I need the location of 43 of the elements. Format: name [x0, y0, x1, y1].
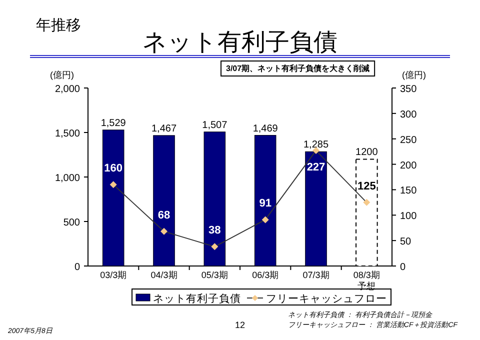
data-label: 1,469: [252, 123, 278, 134]
y-tick-label: 500: [63, 218, 80, 228]
x-tick-label: 07/3期: [302, 270, 330, 281]
chart-subtitle: 年推移: [36, 17, 81, 34]
point: [363, 198, 370, 206]
point: [160, 228, 168, 235]
y-tick-label: 2,000: [54, 84, 80, 95]
data-label: 1,507: [202, 120, 228, 131]
point: [110, 181, 117, 188]
y2-tick-label: 300: [400, 109, 418, 120]
y2-tick-label: 150: [400, 186, 418, 197]
y2-tick-label: 350: [400, 84, 418, 95]
y-tick-label: 0: [74, 262, 80, 273]
legend-label: ネット有利子負債: [153, 292, 241, 305]
data-label: 38: [208, 224, 221, 237]
point: [262, 216, 269, 224]
point: [211, 243, 218, 250]
x-tick-label: 06/3期: [251, 270, 280, 281]
y2-tick-label: 100: [400, 211, 418, 222]
chart-title: ネット有利子負債: [142, 29, 338, 56]
data-label: 68: [158, 209, 170, 222]
x-tick-label: 04/3期: [150, 270, 178, 281]
data-label: 160: [104, 162, 123, 175]
y-axis-title: (億円): [50, 70, 74, 80]
data-label: 1200: [356, 147, 378, 158]
x-tick-label: 03/3期: [99, 270, 128, 281]
data-label: 1,467: [151, 123, 177, 134]
y-tick-label: 1,000: [54, 173, 80, 184]
y2-tick-label: 200: [400, 160, 418, 172]
y-tick-label: 1,500: [54, 128, 80, 140]
data-label: 227: [306, 162, 326, 174]
y2-tick-label: 250: [400, 134, 418, 146]
data-label: 91: [259, 198, 272, 210]
y2-tick-label: 50: [400, 236, 412, 248]
x-tick-label: 05/3期: [200, 270, 229, 281]
text: 12: [234, 320, 246, 330]
y2-axis-title: (億円): [402, 70, 426, 80]
data-label: 1,285: [303, 140, 329, 151]
y2-tick-label: 0: [400, 262, 406, 273]
data-label: 125: [357, 180, 376, 192]
legend-label: フリーキャッシュフロー: [266, 293, 387, 305]
text: 3/07期、ネット有利子負債を大きく削減: [226, 64, 370, 73]
data-label: 1,529: [100, 118, 126, 129]
